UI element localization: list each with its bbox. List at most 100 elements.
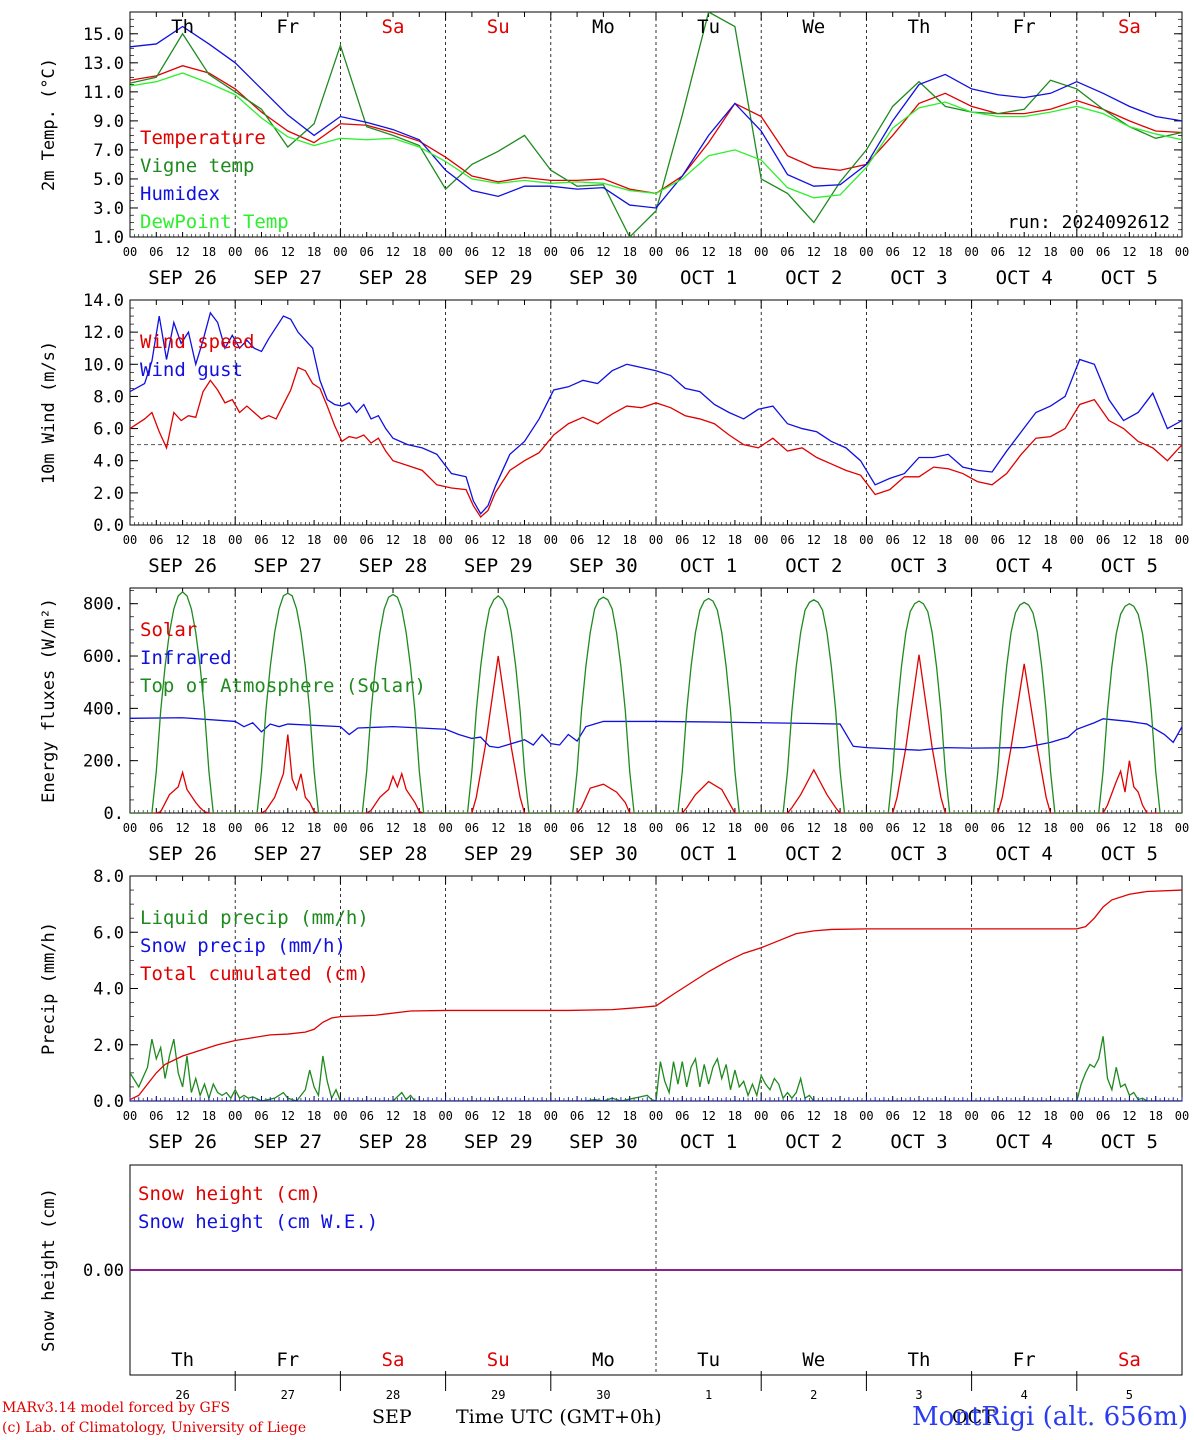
hour-tick-label: 00 — [649, 533, 663, 547]
month-label-sep: SEP — [372, 1406, 412, 1428]
y-tick-label: 0.0 — [93, 516, 124, 536]
date-label: SEP 26 — [148, 555, 217, 577]
hour-tick-label: 12 — [491, 821, 505, 835]
hour-tick-label: 18 — [202, 533, 216, 547]
hour-tick-label: 00 — [754, 821, 768, 835]
hour-tick-label: 12 — [701, 533, 715, 547]
date-label: OCT 3 — [890, 267, 947, 289]
y-axis-label: 10m Wind (m/s) — [39, 341, 59, 484]
hour-tick-label: 18 — [938, 1109, 952, 1123]
hour-tick-label: 00 — [1070, 533, 1084, 547]
hour-tick-label: 06 — [675, 1109, 689, 1123]
hour-tick-label: 06 — [149, 533, 163, 547]
hour-tick-label: 00 — [438, 1109, 452, 1123]
date-label: SEP 27 — [253, 1131, 322, 1153]
date-label: SEP 27 — [253, 843, 322, 865]
legend-entry-2: Snow precip (mm/h) — [140, 935, 346, 957]
station-name: MontRigi (alt. 656m) — [912, 1402, 1188, 1432]
date-label: OCT 1 — [680, 267, 737, 289]
hour-tick-label: 00 — [544, 1109, 558, 1123]
y-tick-label: 12.0 — [83, 323, 124, 343]
hour-tick-label: 18 — [517, 533, 531, 547]
y-tick-label: 10.0 — [83, 355, 124, 375]
day-number-label: 1 — [705, 1388, 712, 1402]
hour-tick-label: 18 — [202, 245, 216, 259]
hour-tick-label: 06 — [1096, 821, 1110, 835]
hour-tick-label: 06 — [1096, 245, 1110, 259]
date-label: OCT 1 — [680, 555, 737, 577]
hour-tick-label: 18 — [517, 821, 531, 835]
hour-tick-label: 12 — [807, 821, 821, 835]
hour-tick-label: 12 — [701, 821, 715, 835]
hour-tick-label: 06 — [570, 245, 584, 259]
date-label: OCT 3 — [890, 555, 947, 577]
hour-tick-label: 06 — [149, 1109, 163, 1123]
hour-tick-label: 12 — [175, 245, 189, 259]
hour-tick-label: 00 — [1175, 1109, 1189, 1123]
hour-tick-label: 12 — [596, 245, 610, 259]
day-number-label: 28 — [386, 1388, 400, 1402]
hour-tick-label: 12 — [701, 245, 715, 259]
weekday-label: Mo — [592, 16, 615, 38]
series-line-3 — [130, 27, 1194, 211]
weekday-label: Sa — [1118, 1349, 1141, 1371]
series-line-1 — [130, 66, 1194, 201]
hour-tick-label: 12 — [281, 245, 295, 259]
hour-tick-label: 06 — [675, 821, 689, 835]
day-number-label: 3 — [915, 1388, 922, 1402]
day-number-label: 5 — [1126, 1388, 1133, 1402]
hour-tick-label: 06 — [675, 245, 689, 259]
hour-tick-label: 00 — [859, 533, 873, 547]
hour-tick-label: 00 — [123, 533, 137, 547]
legend-entry-2: Snow height (cm W.E.) — [138, 1211, 378, 1233]
hour-tick-label: 18 — [728, 245, 742, 259]
hour-tick-label: 06 — [254, 245, 268, 259]
hour-tick-label: 06 — [359, 1109, 373, 1123]
weekday-label: Su — [487, 16, 510, 38]
hour-tick-label: 12 — [807, 1109, 821, 1123]
y-tick-label: 8.0 — [93, 387, 124, 407]
date-label: OCT 5 — [1101, 843, 1158, 865]
hour-tick-label: 18 — [517, 245, 531, 259]
hour-tick-label: 18 — [622, 533, 636, 547]
hour-tick-label: 00 — [544, 821, 558, 835]
hour-tick-label: 18 — [1043, 245, 1057, 259]
hour-tick-label: 06 — [359, 245, 373, 259]
hour-tick-label: 06 — [465, 1109, 479, 1123]
y-tick-label: 7.0 — [93, 141, 124, 161]
hour-tick-label: 06 — [359, 533, 373, 547]
weekday-label: Su — [487, 1349, 510, 1371]
y-tick-label: 200. — [83, 752, 124, 772]
y-tick-label: 5.0 — [93, 170, 124, 190]
day-number-label: 4 — [1021, 1388, 1028, 1402]
y-tick-label: 400. — [83, 699, 124, 719]
hour-tick-label: 12 — [807, 533, 821, 547]
hour-tick-label: 06 — [991, 821, 1005, 835]
y-tick-label: 6.0 — [93, 923, 124, 943]
hour-tick-label: 12 — [1122, 821, 1136, 835]
model-credit-line1: MARv3.14 model forced by GFS — [2, 1400, 230, 1416]
hour-tick-label: 00 — [859, 1109, 873, 1123]
date-label: OCT 2 — [785, 267, 842, 289]
date-label: OCT 3 — [890, 1131, 947, 1153]
hour-tick-label: 00 — [333, 533, 347, 547]
hour-tick-label: 00 — [859, 821, 873, 835]
y-tick-label: 4.0 — [93, 980, 124, 1000]
series-line-2 — [130, 5, 1194, 237]
hour-tick-label: 06 — [780, 245, 794, 259]
weekday-label: Sa — [382, 1349, 405, 1371]
hour-tick-label: 00 — [964, 821, 978, 835]
hour-tick-label: 00 — [228, 821, 242, 835]
hour-tick-label: 18 — [412, 245, 426, 259]
date-label: OCT 1 — [680, 1131, 737, 1153]
legend-entry-3: Total cumulated (cm) — [140, 963, 369, 985]
hour-tick-label: 18 — [412, 821, 426, 835]
hour-tick-label: 18 — [938, 821, 952, 835]
hour-tick-label: 18 — [622, 821, 636, 835]
y-axis-label: Snow height (cm) — [39, 1188, 59, 1352]
y-tick-label: 0.0 — [93, 1092, 124, 1112]
hour-tick-label: 00 — [438, 245, 452, 259]
hour-tick-label: 18 — [1043, 1109, 1057, 1123]
hour-tick-label: 06 — [991, 245, 1005, 259]
hour-tick-label: 12 — [175, 1109, 189, 1123]
